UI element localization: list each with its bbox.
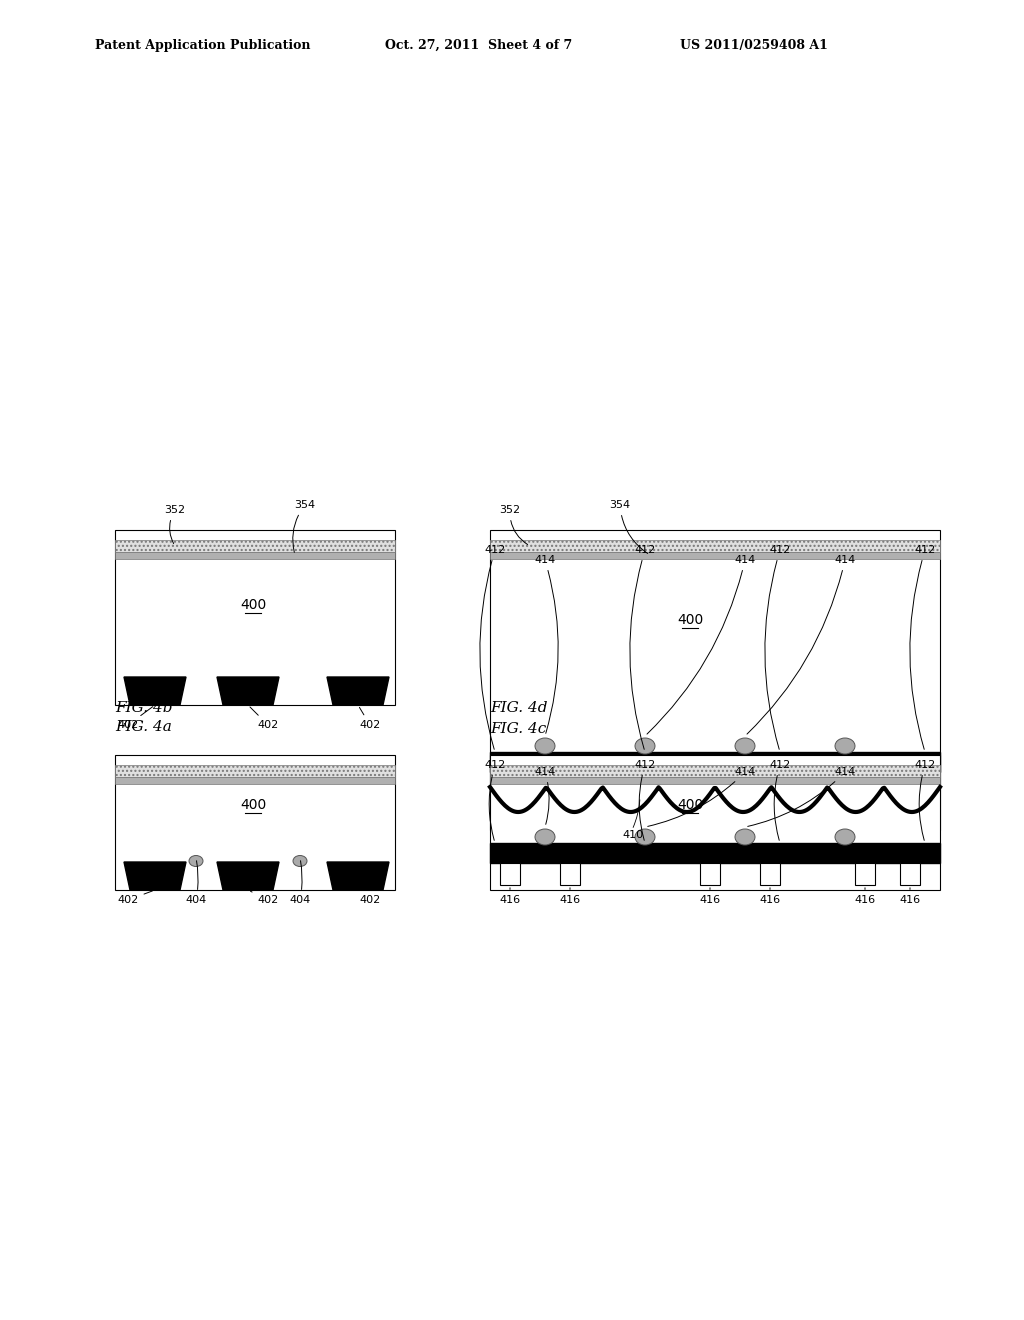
Text: 404: 404 <box>185 861 207 906</box>
Text: 414: 414 <box>746 554 856 734</box>
Text: 412: 412 <box>484 760 506 841</box>
Text: 414: 414 <box>648 767 756 826</box>
Text: 400: 400 <box>240 799 266 812</box>
Polygon shape <box>124 677 186 705</box>
Bar <box>115 777 395 784</box>
Bar <box>855 863 874 884</box>
Text: 414: 414 <box>647 554 756 734</box>
Text: 402: 402 <box>118 706 153 730</box>
Text: 404: 404 <box>290 861 310 906</box>
Bar <box>760 863 780 884</box>
Bar <box>500 863 520 884</box>
Text: 412: 412 <box>765 545 791 750</box>
Text: 412: 412 <box>910 545 936 750</box>
Bar <box>490 552 940 558</box>
Text: 412: 412 <box>630 545 655 750</box>
Bar <box>490 843 940 863</box>
Bar <box>900 863 920 884</box>
Ellipse shape <box>735 738 755 754</box>
Text: 412: 412 <box>480 545 506 750</box>
Bar <box>490 540 940 552</box>
Text: 416: 416 <box>559 888 581 906</box>
Text: Patent Application Publication: Patent Application Publication <box>95 38 310 51</box>
Polygon shape <box>327 677 389 705</box>
Text: 416: 416 <box>899 888 921 906</box>
Bar <box>115 755 395 890</box>
Polygon shape <box>217 862 279 890</box>
Text: 400: 400 <box>240 598 266 612</box>
Ellipse shape <box>635 738 655 754</box>
Bar <box>115 552 395 558</box>
Text: 416: 416 <box>854 888 876 906</box>
Bar <box>490 766 940 777</box>
Text: 412: 412 <box>635 760 655 841</box>
Text: 416: 416 <box>760 888 780 906</box>
Text: 414: 414 <box>535 554 558 734</box>
Ellipse shape <box>535 829 555 845</box>
Ellipse shape <box>735 829 755 845</box>
Text: 416: 416 <box>699 888 721 906</box>
Bar <box>560 863 580 884</box>
Ellipse shape <box>835 829 855 845</box>
Bar <box>115 766 395 777</box>
Bar <box>115 531 395 705</box>
Text: FIG. 4d: FIG. 4d <box>490 701 548 715</box>
Text: 402: 402 <box>359 708 381 730</box>
Text: 352: 352 <box>500 506 527 545</box>
Bar <box>700 863 720 884</box>
Text: 352: 352 <box>165 506 185 544</box>
Text: 400: 400 <box>677 612 703 627</box>
Text: US 2011/0259408 A1: US 2011/0259408 A1 <box>680 38 827 51</box>
Bar <box>490 755 940 890</box>
Text: 402: 402 <box>251 891 279 906</box>
Ellipse shape <box>293 855 307 866</box>
Text: 402: 402 <box>358 890 381 906</box>
Text: 410: 410 <box>622 830 643 840</box>
Bar <box>490 531 940 830</box>
Ellipse shape <box>535 738 555 754</box>
Text: 402: 402 <box>118 891 153 906</box>
Bar <box>490 752 940 772</box>
Text: 354: 354 <box>609 500 648 553</box>
Text: 354: 354 <box>293 500 315 552</box>
Polygon shape <box>124 862 186 890</box>
Text: 412: 412 <box>769 760 791 841</box>
Ellipse shape <box>635 829 655 845</box>
Ellipse shape <box>189 855 203 866</box>
Polygon shape <box>217 677 279 705</box>
Text: 414: 414 <box>748 767 856 826</box>
Text: 416: 416 <box>500 888 520 906</box>
Text: 402: 402 <box>250 708 279 730</box>
Text: 412: 412 <box>914 760 936 841</box>
Text: FIG. 4a: FIG. 4a <box>115 719 172 734</box>
Polygon shape <box>327 862 389 890</box>
Bar <box>115 540 395 552</box>
Bar <box>490 777 940 784</box>
Text: 400: 400 <box>677 799 703 812</box>
Text: FIG. 4c: FIG. 4c <box>490 722 546 737</box>
Text: Oct. 27, 2011  Sheet 4 of 7: Oct. 27, 2011 Sheet 4 of 7 <box>385 38 572 51</box>
Ellipse shape <box>835 738 855 754</box>
Text: 414: 414 <box>535 767 556 824</box>
Text: FIG. 4b: FIG. 4b <box>115 701 172 715</box>
